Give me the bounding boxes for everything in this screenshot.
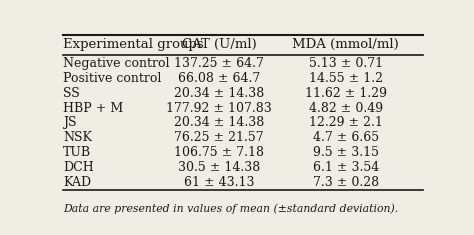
Text: NSK: NSK: [63, 131, 92, 144]
Text: 20.34 ± 14.38: 20.34 ± 14.38: [174, 116, 264, 129]
Text: 11.62 ± 1.29: 11.62 ± 1.29: [305, 87, 387, 100]
Text: KAD: KAD: [63, 176, 91, 189]
Text: 4.7 ± 6.65: 4.7 ± 6.65: [313, 131, 379, 144]
Text: 177.92 ± 107.83: 177.92 ± 107.83: [166, 102, 272, 114]
Text: JS: JS: [63, 116, 76, 129]
Text: 61 ± 43.13: 61 ± 43.13: [184, 176, 254, 189]
Text: 12.29 ± 2.1: 12.29 ± 2.1: [309, 116, 383, 129]
Text: 20.34 ± 14.38: 20.34 ± 14.38: [174, 87, 264, 100]
Text: 6.1 ± 3.54: 6.1 ± 3.54: [313, 161, 379, 174]
Text: 30.5 ± 14.38: 30.5 ± 14.38: [178, 161, 260, 174]
Text: 7.3 ± 0.28: 7.3 ± 0.28: [313, 176, 379, 189]
Text: 137.25 ± 64.7: 137.25 ± 64.7: [174, 57, 264, 70]
Text: 9.5 ± 3.15: 9.5 ± 3.15: [313, 146, 379, 159]
Text: 14.55 ± 1.2: 14.55 ± 1.2: [309, 72, 383, 85]
Text: SS: SS: [63, 87, 80, 100]
Text: DCH: DCH: [63, 161, 94, 174]
Text: 5.13 ± 0.71: 5.13 ± 0.71: [309, 57, 383, 70]
Text: 76.25 ± 21.57: 76.25 ± 21.57: [174, 131, 264, 144]
Text: 106.75 ± 7.18: 106.75 ± 7.18: [174, 146, 264, 159]
Text: CAT (U/ml): CAT (U/ml): [182, 39, 256, 51]
Text: TUB: TUB: [63, 146, 91, 159]
Text: 66.08 ± 64.7: 66.08 ± 64.7: [178, 72, 260, 85]
Text: Experimental groups: Experimental groups: [63, 39, 203, 51]
Text: HBP + M: HBP + M: [63, 102, 123, 114]
Text: Positive control: Positive control: [63, 72, 161, 85]
Text: Data are presented in values of mean (±standard deviation).: Data are presented in values of mean (±s…: [63, 203, 398, 214]
Text: MDA (mmol/ml): MDA (mmol/ml): [292, 39, 399, 51]
Text: 4.82 ± 0.49: 4.82 ± 0.49: [309, 102, 383, 114]
Text: Negative control: Negative control: [63, 57, 169, 70]
